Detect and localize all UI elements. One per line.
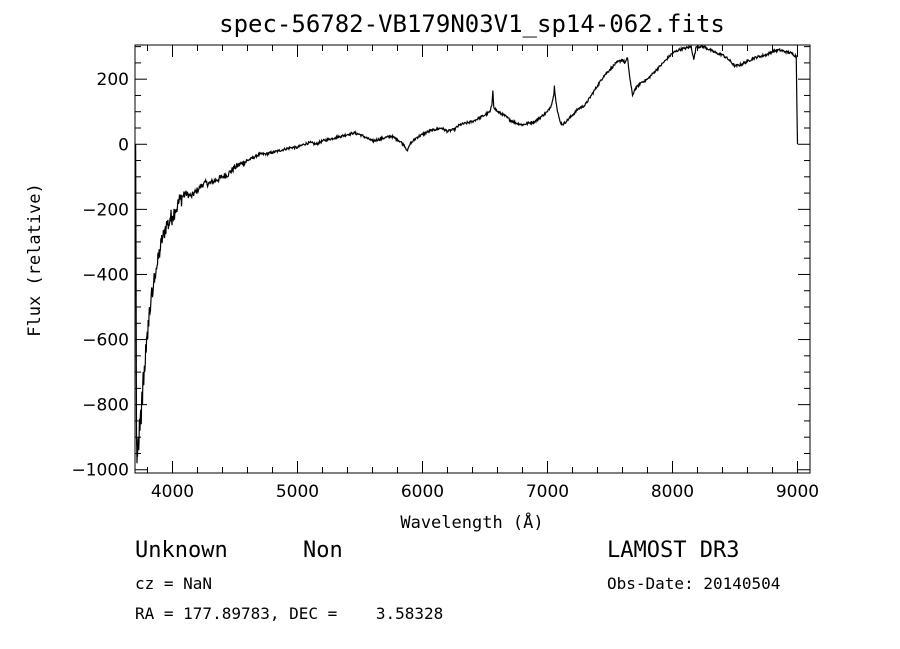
x-tick-label: 7000 <box>526 482 569 502</box>
spectrum-line <box>135 44 799 464</box>
x-tick-label: 5000 <box>276 482 319 502</box>
plot-frame <box>134 44 811 474</box>
y-tick-label: 200 <box>97 70 129 90</box>
axis-ticks <box>135 45 810 473</box>
x-axis-label: Wavelength (Å) <box>400 511 543 533</box>
x-tick-label: 4000 <box>151 482 194 502</box>
y-tick-label: −600 <box>82 331 129 351</box>
object-type: Unknown <box>135 538 228 563</box>
object-class: Non <box>303 538 343 563</box>
x-tick-label: 8000 <box>651 482 694 502</box>
axis-tick-labels: 4000 5000 6000 7000 8000 9000 −1000 −800 −600 −40… <box>71 70 819 502</box>
y-tick-label: −800 <box>82 396 129 416</box>
x-tick-label: 9000 <box>776 482 819 502</box>
coordinates: RA = 177.89783, DEC = 3.58328 <box>135 604 444 623</box>
y-tick-label: −1000 <box>71 461 129 481</box>
y-axis-label: Flux (relative) <box>25 183 45 337</box>
y-tick-label: −400 <box>82 265 129 285</box>
y-tick-label: 0 <box>118 135 129 155</box>
redshift-cz: cz = NaN <box>135 574 213 593</box>
survey-label: LAMOST DR3 <box>607 538 740 563</box>
y-tick-label: −200 <box>82 200 129 220</box>
x-tick-label: 6000 <box>401 482 444 502</box>
observation-date: Obs-Date: 20140504 <box>607 574 781 593</box>
chart-title: spec-56782-VB179N03V1_sp14-062.fits <box>219 10 725 38</box>
